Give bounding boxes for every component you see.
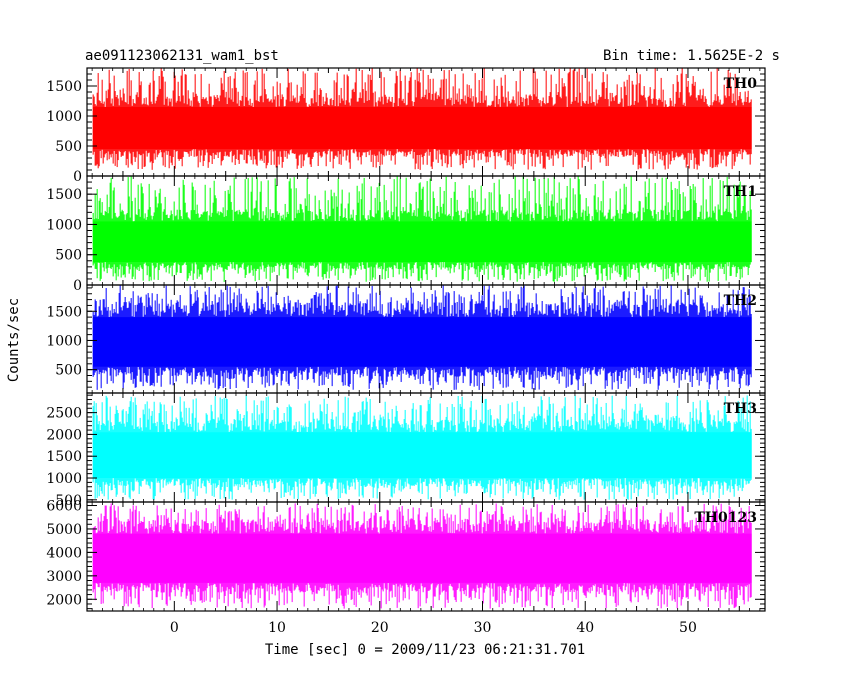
- panel-th2: 500 1000 1500 TH2: [46, 284, 766, 394]
- y-tick-label: 500: [55, 248, 82, 264]
- x-tick-label: 0: [170, 620, 179, 636]
- lightcurve-band-th0: [93, 107, 752, 149]
- y-tick-label: 0: [73, 169, 82, 185]
- y-tick-label: 500: [55, 363, 82, 379]
- lightcurve-band-th1: [93, 221, 752, 262]
- y-tick-label: 5000: [46, 522, 82, 538]
- bin-time-label: Bin time: 1.5625E-2 s: [603, 48, 780, 64]
- y-axis-label: Counts/sec: [6, 298, 22, 382]
- y-tick-label: 2000: [46, 592, 82, 608]
- panel-label: TH0: [724, 76, 758, 92]
- y-tick-label: 500: [55, 139, 82, 155]
- panel-th0123: 2000 3000 4000 5000 6000 TH0123: [46, 499, 766, 612]
- panel-label: TH0123: [694, 510, 757, 526]
- panel-label: TH1: [724, 184, 757, 200]
- y-tick-label: 1000: [46, 217, 82, 233]
- y-tick-label: 1000: [46, 471, 82, 487]
- lightcurve-band-th0123: [93, 533, 752, 583]
- panel-label: TH3: [724, 401, 757, 417]
- panel-th1: 0 500 1000 1500 TH1: [46, 175, 766, 294]
- y-tick-label: 1000: [46, 333, 82, 349]
- panel-th0: 0 500 1000 1500 TH0: [46, 67, 766, 185]
- y-tick-label: 500: [55, 493, 82, 509]
- panel-th3: 500 1000 1500 2000 2500 TH3: [46, 392, 766, 509]
- y-tick-label: 6000: [46, 499, 82, 515]
- panel-label: TH2: [724, 293, 757, 309]
- y-tick-label: 1500: [46, 187, 82, 203]
- y-tick-label: 2500: [46, 406, 82, 422]
- y-tick-label: 4000: [46, 545, 82, 561]
- lightcurve-band-th3: [93, 432, 752, 479]
- y-tick-label: 1500: [46, 449, 82, 465]
- x-tick-label: 30: [474, 620, 492, 636]
- y-tick-label: 1000: [46, 109, 82, 125]
- x-tick-label: 20: [371, 620, 389, 636]
- y-tick-label: 0: [73, 278, 82, 294]
- y-tick-label: 1500: [46, 304, 82, 320]
- lightcurve-band-th2: [93, 317, 752, 367]
- y-tick-label: 1500: [46, 79, 82, 95]
- x-tick-label: 10: [268, 620, 286, 636]
- y-tick-label: 3000: [46, 569, 82, 585]
- x-tick-label: 50: [679, 620, 697, 636]
- x-axis-label: Time [sec] 0 = 2009/11/23 06:21:31.701: [265, 642, 585, 658]
- x-tick-label: 40: [576, 620, 594, 636]
- chart-title: ae091123062131_wam1_bst: [85, 48, 279, 64]
- panel-frame: [86, 501, 766, 612]
- y-tick-label: 2000: [46, 427, 82, 443]
